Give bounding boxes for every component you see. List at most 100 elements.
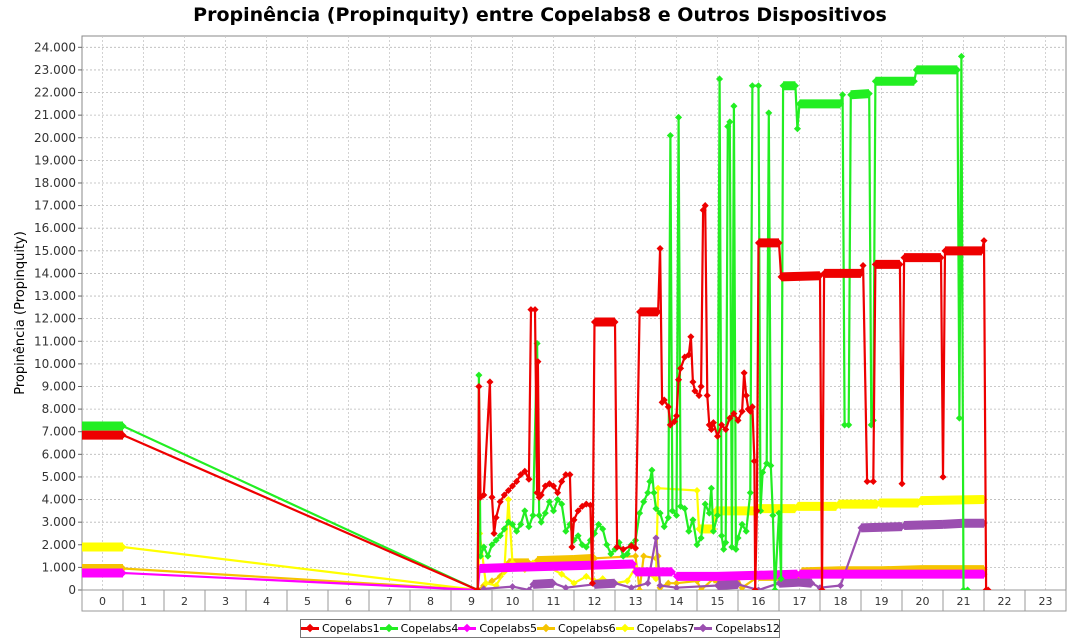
legend-swatch — [458, 627, 477, 630]
data-point — [554, 496, 562, 504]
data-point — [775, 239, 783, 247]
data-point — [611, 579, 619, 587]
data-point — [771, 586, 779, 590]
data-point — [644, 489, 652, 497]
y-tick-label: 14.000 — [34, 266, 76, 280]
level-band — [860, 522, 903, 533]
data-point — [664, 514, 672, 522]
data-point — [574, 507, 582, 515]
data-point — [746, 489, 754, 497]
data-point — [513, 527, 521, 535]
data-point — [517, 471, 525, 479]
data-point — [627, 584, 635, 590]
data-point — [525, 586, 533, 590]
legend-item: Copelabs4 — [379, 622, 458, 635]
y-tick-label: 15.000 — [34, 244, 76, 258]
data-point — [603, 541, 611, 549]
data-point — [689, 516, 697, 524]
y-tick-label: 16.000 — [34, 221, 76, 235]
data-point — [666, 131, 674, 140]
data-point — [660, 523, 668, 531]
data-point — [709, 527, 717, 535]
data-point — [562, 471, 570, 479]
x-tick-label: 23 — [1039, 595, 1053, 608]
data-point — [740, 369, 748, 377]
data-point — [664, 403, 672, 411]
data-point — [566, 471, 574, 479]
data-point — [701, 202, 709, 210]
data-point — [713, 432, 722, 440]
data-point — [964, 586, 972, 590]
data-point — [531, 306, 539, 314]
data-point — [508, 520, 517, 528]
level-band — [479, 562, 513, 574]
data-point — [859, 261, 867, 270]
data-point — [646, 477, 654, 485]
data-point — [896, 260, 904, 268]
data-point — [554, 489, 562, 497]
y-tick-label: 18.000 — [34, 176, 76, 190]
data-point — [582, 543, 590, 551]
data-point — [549, 507, 558, 515]
data-point — [685, 527, 693, 535]
data-point — [689, 378, 697, 386]
x-tick-label: 0 — [99, 595, 106, 608]
data-point — [475, 382, 483, 391]
data-point — [664, 579, 672, 587]
x-tick-label: 4 — [263, 595, 270, 608]
y-tick-label: 7.000 — [42, 425, 76, 439]
data-point — [734, 580, 742, 588]
data-point — [726, 118, 734, 126]
data-point — [793, 125, 801, 133]
level-band — [920, 495, 985, 506]
data-point — [748, 82, 756, 90]
data-point — [500, 491, 508, 499]
data-point — [716, 75, 724, 83]
data-point — [677, 364, 685, 372]
x-tick-label: 2 — [181, 595, 188, 608]
data-point — [480, 491, 488, 499]
data-point — [984, 586, 992, 590]
x-tick-label: 5 — [304, 595, 311, 608]
data-point — [484, 552, 492, 560]
data-point — [619, 545, 627, 553]
data-point — [574, 532, 582, 540]
y-tick-label: 1.000 — [42, 560, 76, 574]
legend-item: Copelabs5 — [458, 622, 537, 635]
data-point — [751, 586, 759, 590]
data-point — [490, 529, 498, 538]
data-point — [650, 489, 658, 497]
data-point — [693, 486, 701, 495]
x-tick-label: 18 — [834, 595, 848, 608]
data-point — [656, 509, 664, 517]
data-point — [718, 421, 726, 429]
x-tick-label: 3 — [222, 595, 229, 608]
data-point — [722, 538, 730, 547]
legend-label: Copelabs1 — [322, 622, 380, 635]
data-point — [570, 579, 578, 587]
data-point — [636, 586, 644, 590]
data-point — [980, 237, 988, 245]
y-tick-label: 24.000 — [34, 40, 76, 54]
level-band — [536, 554, 575, 566]
data-point — [636, 509, 644, 517]
data-point — [588, 579, 596, 587]
data-point — [613, 543, 621, 551]
data-point — [720, 545, 728, 553]
data-point — [504, 496, 512, 504]
data-point — [480, 543, 488, 551]
x-tick-label: 20 — [916, 595, 930, 608]
data-point — [836, 100, 845, 108]
data-point — [496, 498, 504, 506]
data-point — [488, 493, 496, 501]
data-point — [748, 403, 756, 411]
x-tick-label: 13 — [629, 595, 643, 608]
data-point — [857, 269, 865, 277]
data-point — [937, 254, 945, 262]
data-point — [685, 351, 693, 359]
data-point — [750, 457, 758, 465]
x-tick-label: 10 — [506, 595, 520, 608]
data-point — [660, 396, 668, 404]
